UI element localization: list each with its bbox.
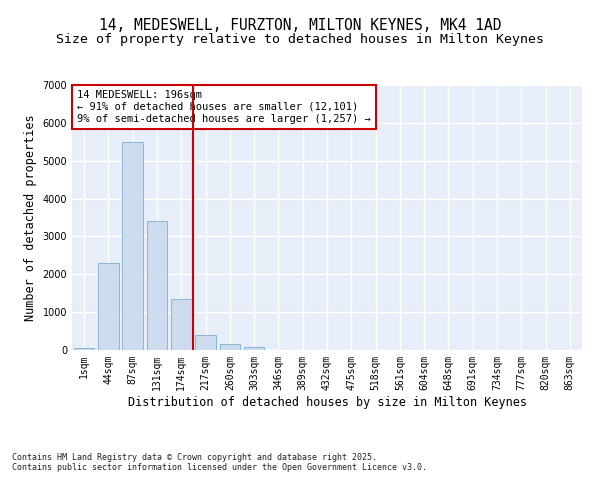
Bar [195, 335, 216, 350]
Bar [220, 344, 240, 350]
Text: Size of property relative to detached houses in Milton Keynes: Size of property relative to detached ho… [56, 32, 544, 46]
Y-axis label: Number of detached properties: Number of detached properties [24, 114, 37, 321]
Bar [122, 142, 143, 350]
Text: 14 MEDESWELL: 196sqm
← 91% of detached houses are smaller (12,101)
9% of semi-de: 14 MEDESWELL: 196sqm ← 91% of detached h… [77, 90, 371, 124]
Text: Contains HM Land Registry data © Crown copyright and database right 2025.
Contai: Contains HM Land Registry data © Crown c… [12, 452, 427, 472]
Bar [171, 299, 191, 350]
Bar [74, 348, 94, 350]
Text: 14, MEDESWELL, FURZTON, MILTON KEYNES, MK4 1AD: 14, MEDESWELL, FURZTON, MILTON KEYNES, M… [99, 18, 501, 32]
Bar [146, 222, 167, 350]
Bar [244, 347, 265, 350]
X-axis label: Distribution of detached houses by size in Milton Keynes: Distribution of detached houses by size … [128, 396, 527, 408]
Bar [98, 263, 119, 350]
